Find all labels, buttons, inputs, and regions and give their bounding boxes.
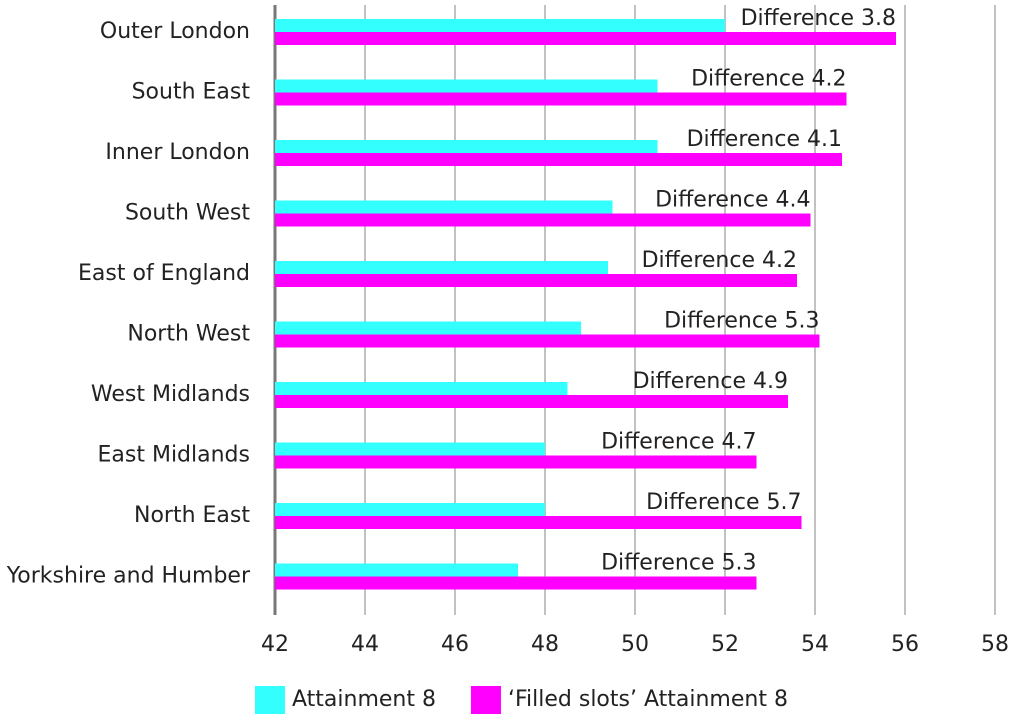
bar xyxy=(275,261,608,274)
bar xyxy=(275,503,545,516)
y-tick-label: South West xyxy=(125,201,250,226)
y-tick-label: Outer London xyxy=(100,19,250,44)
annotation: Difference 4.1 xyxy=(687,127,842,152)
y-tick-label: West Midlands xyxy=(91,382,250,407)
bar xyxy=(275,92,847,106)
y-tick-label: North East xyxy=(134,503,250,528)
annotation: Difference 5.3 xyxy=(601,551,756,576)
legend-swatch xyxy=(470,686,501,714)
annotation: Difference 4.4 xyxy=(655,188,810,213)
bar xyxy=(275,321,581,335)
x-tick-label: 52 xyxy=(711,632,739,657)
legend-label: Attainment 8 xyxy=(292,687,436,712)
bar xyxy=(275,563,518,577)
bar xyxy=(275,140,658,153)
y-tick-label: North West xyxy=(127,322,250,347)
annotation: Difference 4.7 xyxy=(601,430,756,455)
bar xyxy=(275,395,788,408)
annotation: Difference 4.9 xyxy=(633,369,788,394)
bar xyxy=(275,334,820,348)
x-tick-label: 44 xyxy=(351,632,379,657)
bar xyxy=(275,19,725,32)
bar xyxy=(275,32,896,45)
x-tick-label: 48 xyxy=(531,632,559,657)
annotation: Difference 3.8 xyxy=(741,6,896,31)
bar xyxy=(275,274,797,287)
x-tick-label: 42 xyxy=(261,632,289,657)
legend-swatch xyxy=(255,686,285,714)
annotation: Difference 5.7 xyxy=(646,490,801,515)
x-tick-label: 54 xyxy=(801,632,829,657)
bar xyxy=(275,382,568,395)
x-tick-label: 50 xyxy=(621,632,649,657)
x-tick-label: 56 xyxy=(891,632,919,657)
bar xyxy=(275,576,757,590)
annotation: Difference 4.2 xyxy=(642,248,797,273)
y-tick-label: Inner London xyxy=(105,140,250,165)
annotation: Difference 4.2 xyxy=(691,67,846,92)
bar xyxy=(275,153,842,166)
annotation: Difference 5.3 xyxy=(664,309,819,334)
bar xyxy=(275,442,545,456)
bar xyxy=(275,516,802,529)
bar xyxy=(275,200,613,214)
y-tick-label: East of England xyxy=(78,261,250,286)
bar xyxy=(275,213,811,227)
x-tick-label: 58 xyxy=(981,632,1009,657)
y-tick-label: East Midlands xyxy=(98,443,251,468)
y-tick-label: Yorkshire and Humber xyxy=(6,564,251,589)
x-tick-label: 46 xyxy=(441,632,469,657)
legend-label: ‘Filled slots’ Attainment 8 xyxy=(508,687,788,712)
y-tick-label: South East xyxy=(132,80,251,105)
bar xyxy=(275,455,757,469)
bar xyxy=(275,79,658,93)
